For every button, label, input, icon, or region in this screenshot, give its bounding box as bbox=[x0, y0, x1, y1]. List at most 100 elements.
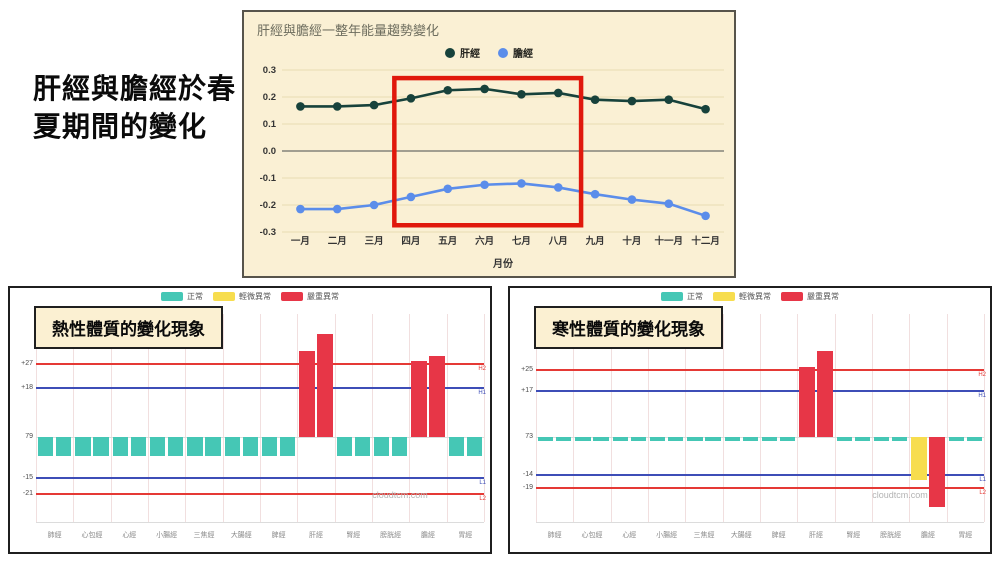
energy-bar-膀胱經 bbox=[873, 437, 890, 442]
legend-swatch-severe bbox=[781, 292, 803, 301]
energy-bar-肺經 bbox=[537, 437, 554, 442]
energy-bar-肝經 bbox=[817, 350, 833, 437]
vertical-gridline bbox=[484, 314, 485, 522]
energy-bar-膀胱經 bbox=[373, 437, 390, 456]
meridian-label: 膽經 bbox=[920, 532, 935, 539]
energy-bar-膽經 bbox=[929, 437, 945, 508]
energy-bar-肺經 bbox=[55, 437, 72, 456]
vertical-gridline bbox=[446, 314, 448, 522]
data-point bbox=[332, 102, 342, 111]
y-tick-label: -0.1 bbox=[260, 173, 277, 184]
meridian-label: 小腸經 bbox=[156, 532, 178, 539]
legend-label: 膽經 bbox=[513, 49, 533, 60]
y-tick-label: -0.2 bbox=[260, 200, 276, 211]
meridian-label: 腎經 bbox=[346, 532, 361, 539]
legend-label: 輕微異常 bbox=[739, 292, 771, 301]
legend-item: 輕微異常 bbox=[713, 291, 771, 302]
data-point bbox=[480, 84, 489, 94]
meridian-label: 膀胱經 bbox=[880, 532, 902, 539]
bar-chart-legend: 正常 輕微異常 嚴重異常 bbox=[510, 291, 990, 302]
energy-bar-心包經 bbox=[575, 437, 591, 442]
meridian-label: 脾經 bbox=[271, 532, 286, 539]
y-tick-label: -21 bbox=[22, 489, 33, 497]
y-tick-label: 0.3 bbox=[263, 65, 276, 76]
energy-bar-心包經 bbox=[75, 437, 91, 456]
energy-bar-腎經 bbox=[354, 437, 371, 456]
data-point bbox=[627, 96, 637, 106]
vertical-gridline bbox=[573, 314, 575, 522]
threshold-label-h1: H1 bbox=[978, 393, 986, 400]
energy-bar-大腸經 bbox=[224, 437, 241, 456]
y-tick-label: -0.3 bbox=[260, 227, 276, 238]
y-tick-label: +17 bbox=[521, 387, 533, 395]
data-point bbox=[590, 189, 600, 199]
legend-swatch-mild bbox=[213, 292, 235, 301]
y-tick-label: 0.1 bbox=[263, 119, 277, 130]
energy-bar-脾經 bbox=[261, 437, 278, 456]
x-axis-title: 月份 bbox=[492, 257, 514, 270]
energy-bar-膽經 bbox=[411, 361, 427, 437]
energy-bar-脾經 bbox=[279, 437, 296, 456]
y-tick-label: -19 bbox=[522, 484, 533, 492]
x-axis-line bbox=[36, 522, 484, 523]
legend-item: 正常 bbox=[661, 291, 703, 302]
meridian-label: 心經 bbox=[622, 532, 637, 539]
energy-bar-肺經 bbox=[37, 437, 54, 456]
highlight-box bbox=[392, 75, 584, 228]
energy-bar-膀胱經 bbox=[891, 437, 908, 442]
vertical-gridline bbox=[536, 314, 537, 522]
month-label: 七月 bbox=[512, 235, 531, 247]
month-label: 九月 bbox=[585, 235, 605, 247]
vertical-gridline bbox=[722, 314, 724, 522]
trend-chart-plot: 0.3 0.2 0.1 0.0 -0.1 -0.2 -0.3 一月 二月 三月 四月 五月 六月 七月 八月… bbox=[260, 65, 724, 270]
y-tick-label: +25 bbox=[521, 365, 533, 373]
y-tick-label: +27 bbox=[21, 360, 33, 368]
meridian-label: 大腸經 bbox=[730, 532, 752, 539]
data-point bbox=[553, 88, 563, 98]
data-point bbox=[553, 183, 563, 192]
threshold-line-h2 bbox=[36, 363, 484, 366]
series-line-肝經 bbox=[300, 87, 706, 111]
meridian-label: 肝經 bbox=[308, 532, 323, 539]
vertical-gridline bbox=[834, 314, 836, 522]
meridian-label: 三焦經 bbox=[193, 532, 215, 539]
threshold-label-h1: H1 bbox=[478, 390, 486, 397]
meridian-label: 心經 bbox=[122, 532, 137, 539]
trend-chart-panel: 肝經與膽經一整年能量趨勢變化 肝經 膽經 0.3 0.2 0.1 0.0 -0.1 -0.2… bbox=[242, 10, 736, 278]
month-label: 六月 bbox=[475, 235, 494, 247]
meridian-label: 腎經 bbox=[846, 532, 861, 539]
energy-bar-心經 bbox=[630, 437, 647, 442]
energy-bar-肝經 bbox=[317, 334, 333, 437]
threshold-line-l2 bbox=[536, 487, 984, 490]
threshold-label-l1: L1 bbox=[979, 476, 986, 483]
meridian-label: 膀胱經 bbox=[380, 532, 402, 539]
cold-constitution-chart-panel: 正常 輕微異常 嚴重異常 H2 +25 H1 +17 73 L1 -14 L2 -19 肺經 心包經 心經 小… bbox=[508, 286, 992, 554]
data-point bbox=[296, 204, 305, 214]
legend-dot-肝 bbox=[445, 47, 455, 58]
vertical-gridline bbox=[148, 314, 149, 522]
energy-bar-心包經 bbox=[93, 437, 109, 456]
headline-line2: 夏期間的變化 bbox=[33, 110, 208, 142]
chart-title-box: 寒性體質的變化現象 bbox=[534, 306, 723, 349]
month-label: 十月 bbox=[622, 235, 641, 247]
energy-bar-肝經 bbox=[799, 366, 815, 437]
meridian-label: 三焦經 bbox=[693, 532, 715, 539]
vertical-gridline bbox=[872, 314, 873, 522]
meridian-label: 心包經 bbox=[81, 532, 103, 539]
energy-bar-三焦經 bbox=[187, 437, 203, 456]
y-tick-label: -14 bbox=[522, 470, 533, 478]
energy-bar-腎經 bbox=[336, 437, 353, 456]
month-label: 三月 bbox=[365, 236, 384, 247]
legend-swatch-normal bbox=[161, 292, 183, 301]
data-point bbox=[664, 199, 674, 208]
energy-bar-小腸經 bbox=[149, 437, 166, 456]
vertical-gridline bbox=[610, 314, 612, 522]
energy-bar-膽經 bbox=[429, 356, 445, 437]
legend-label: 輕微異常 bbox=[239, 292, 271, 301]
threshold-label-h2: H2 bbox=[478, 366, 486, 373]
y-tick-label: 79 bbox=[25, 433, 33, 440]
watermark: cloudtcm.com bbox=[372, 490, 428, 500]
month-label: 十二月 bbox=[691, 235, 720, 247]
data-point bbox=[701, 104, 710, 114]
legend-label: 正常 bbox=[187, 292, 203, 301]
